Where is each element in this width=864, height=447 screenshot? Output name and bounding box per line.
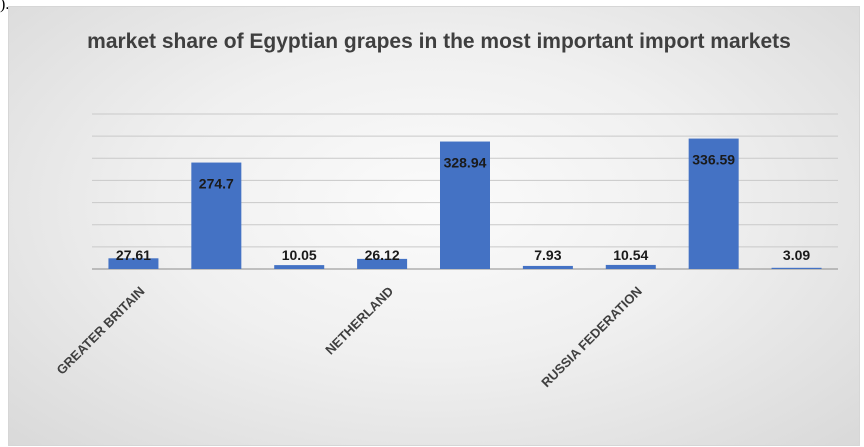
x-tick-label: RUSSIA FEDERATION bbox=[538, 284, 645, 391]
data-label: 26.12 bbox=[365, 247, 400, 263]
bar bbox=[688, 138, 739, 269]
bar bbox=[357, 258, 408, 269]
data-label: 7.93 bbox=[534, 247, 561, 263]
bar bbox=[191, 162, 242, 269]
chart-area: market share of Egyptian grapes in the m… bbox=[8, 6, 860, 446]
bar bbox=[108, 258, 159, 269]
data-label: 10.54 bbox=[613, 247, 648, 263]
bar bbox=[522, 265, 573, 269]
data-label: 328.94 bbox=[444, 155, 487, 171]
data-label: 27.61 bbox=[116, 247, 151, 263]
data-label: 3.09 bbox=[783, 247, 810, 263]
chart-title: market share of Egyptian grapes in the m… bbox=[87, 30, 791, 53]
data-label: 10.05 bbox=[282, 247, 317, 263]
corner-mark: ). bbox=[0, 0, 10, 13]
bar bbox=[440, 141, 490, 269]
data-label: 336.59 bbox=[692, 152, 735, 168]
data-label: 274.7 bbox=[199, 176, 234, 192]
x-tick-label: NETHERLAND bbox=[322, 284, 396, 358]
bar bbox=[771, 267, 822, 269]
bar bbox=[274, 265, 325, 269]
bar bbox=[605, 264, 656, 269]
x-tick-label: GREATER BRITAIN bbox=[54, 284, 148, 378]
